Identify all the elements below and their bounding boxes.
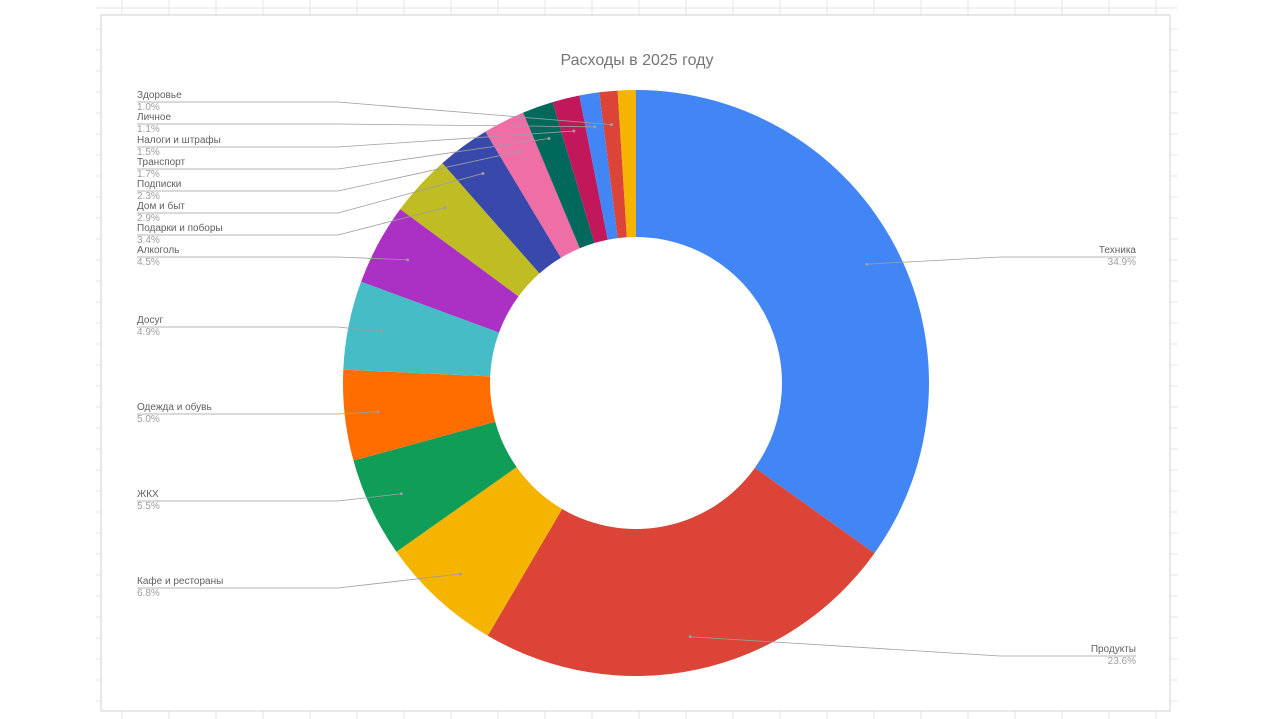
slice-label: Подарки и поборы	[137, 222, 223, 234]
slice-label: Кафе и рестораны	[137, 575, 223, 587]
slice-label: Алкоголь	[137, 245, 179, 256]
slice-percent-label: 2.3%	[137, 191, 160, 202]
slice-percent-label: 6.8%	[137, 588, 160, 599]
leader-dot	[547, 137, 551, 141]
leader-line	[137, 123, 595, 128]
leader-dot	[610, 123, 614, 127]
slice-percent-label: 4.5%	[137, 257, 160, 268]
donut-slice	[343, 369, 496, 461]
donut-slices	[343, 90, 929, 677]
slice-percent-label: 1.7%	[137, 169, 160, 180]
leader-dot	[481, 171, 485, 175]
leader-dot	[376, 410, 380, 414]
leader-line	[866, 256, 1136, 265]
leader-dot	[572, 129, 576, 133]
donut-slice	[617, 90, 636, 238]
donut-slice	[523, 102, 595, 249]
leader-line	[137, 493, 402, 502]
slice-percent-label: 2.9%	[137, 213, 160, 224]
slice-label: Личное	[137, 112, 171, 123]
slice-percent-label: 3.4%	[137, 235, 160, 246]
leader-dot	[399, 492, 403, 496]
slice-label: ЖКХ	[137, 489, 159, 500]
slice-label: Налоги и штрафы	[137, 134, 221, 146]
leader-line	[137, 138, 550, 170]
slice-percent-label: 1.0%	[137, 102, 160, 113]
leader-dot	[688, 635, 692, 639]
slice-label: Дом и быт	[137, 200, 185, 212]
donut-slice	[353, 421, 517, 552]
donut-slice	[343, 281, 500, 377]
leader-dot	[517, 149, 521, 153]
leader-line	[137, 326, 382, 333]
donut-slice	[552, 95, 608, 244]
donut-slice	[485, 112, 580, 258]
slice-percent-label: 5.0%	[137, 414, 160, 425]
leader-dot	[406, 258, 410, 262]
chart-title: Расходы в 2025 году	[560, 52, 713, 69]
slice-percent-label: 1.5%	[137, 147, 160, 158]
donut-slice	[487, 467, 875, 677]
donut-slice	[636, 90, 929, 554]
leader-dot	[458, 572, 462, 576]
slice-label: Досуг	[137, 315, 163, 326]
leader-line	[137, 101, 612, 126]
slice-percent-label: 1.1%	[137, 124, 160, 135]
slice-label: Одежда и обувь	[137, 401, 212, 413]
donut-slice	[599, 90, 627, 239]
slice-percent-label: 34.9%	[1108, 257, 1136, 268]
leader-dot	[380, 330, 384, 334]
donut-slice	[442, 131, 561, 274]
donut-slice	[361, 209, 519, 333]
leader-dot	[443, 206, 447, 210]
slice-label: Техника	[1099, 245, 1137, 256]
slice-label: Здоровье	[137, 90, 182, 101]
donut-slice	[396, 467, 563, 636]
leader-line	[137, 411, 379, 415]
leader-line	[137, 256, 408, 261]
slice-label: Транспорт	[137, 157, 186, 168]
leader-line	[137, 573, 461, 589]
slice-percent-label: 4.9%	[137, 327, 160, 338]
donut-slice	[579, 92, 618, 240]
slice-label: Подписки	[137, 179, 181, 190]
slice-label: Продукты	[1091, 644, 1136, 655]
leader-line	[137, 130, 574, 148]
leader-line	[690, 636, 1136, 657]
slice-percent-label: 5.5%	[137, 501, 160, 512]
leader-line	[137, 150, 520, 192]
leader-line	[137, 173, 484, 214]
donut-slice	[400, 163, 540, 297]
leader-line	[137, 207, 445, 236]
leader-dot	[865, 262, 869, 266]
slice-percent-label: 23.6%	[1108, 656, 1136, 667]
leader-dot	[593, 125, 597, 129]
